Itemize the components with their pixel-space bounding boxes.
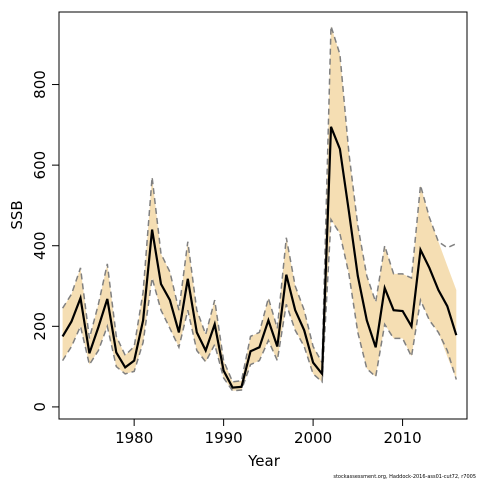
confidence-band xyxy=(62,26,457,391)
x-tick-label: 2010 xyxy=(383,429,421,447)
y-tick-label: 800 xyxy=(31,70,49,99)
lower-bound-line xyxy=(61,217,458,392)
x-tick-label: 2000 xyxy=(294,429,332,447)
x-axis-title: Year xyxy=(247,452,281,470)
upper-bound-line xyxy=(61,25,457,383)
series-lines-layer xyxy=(61,25,458,392)
x-tick-label: 1980 xyxy=(115,429,153,447)
y-tick-label: 400 xyxy=(31,231,49,260)
y-tick-label: 0 xyxy=(31,402,49,412)
axes-layer: 1980 1990 2000 2010 0 200 400 600 800 xyxy=(31,70,422,447)
y-tick-label: 600 xyxy=(31,151,49,180)
footnote: stockassessment.org, Haddock-2016-ass01-… xyxy=(333,474,476,480)
ssb-estimate-line xyxy=(61,126,458,389)
confidence-band-layer xyxy=(62,26,457,391)
x-tick-label: 1990 xyxy=(205,429,243,447)
y-axis-title: SSB xyxy=(8,200,26,229)
y-tick-label: 200 xyxy=(31,312,49,341)
